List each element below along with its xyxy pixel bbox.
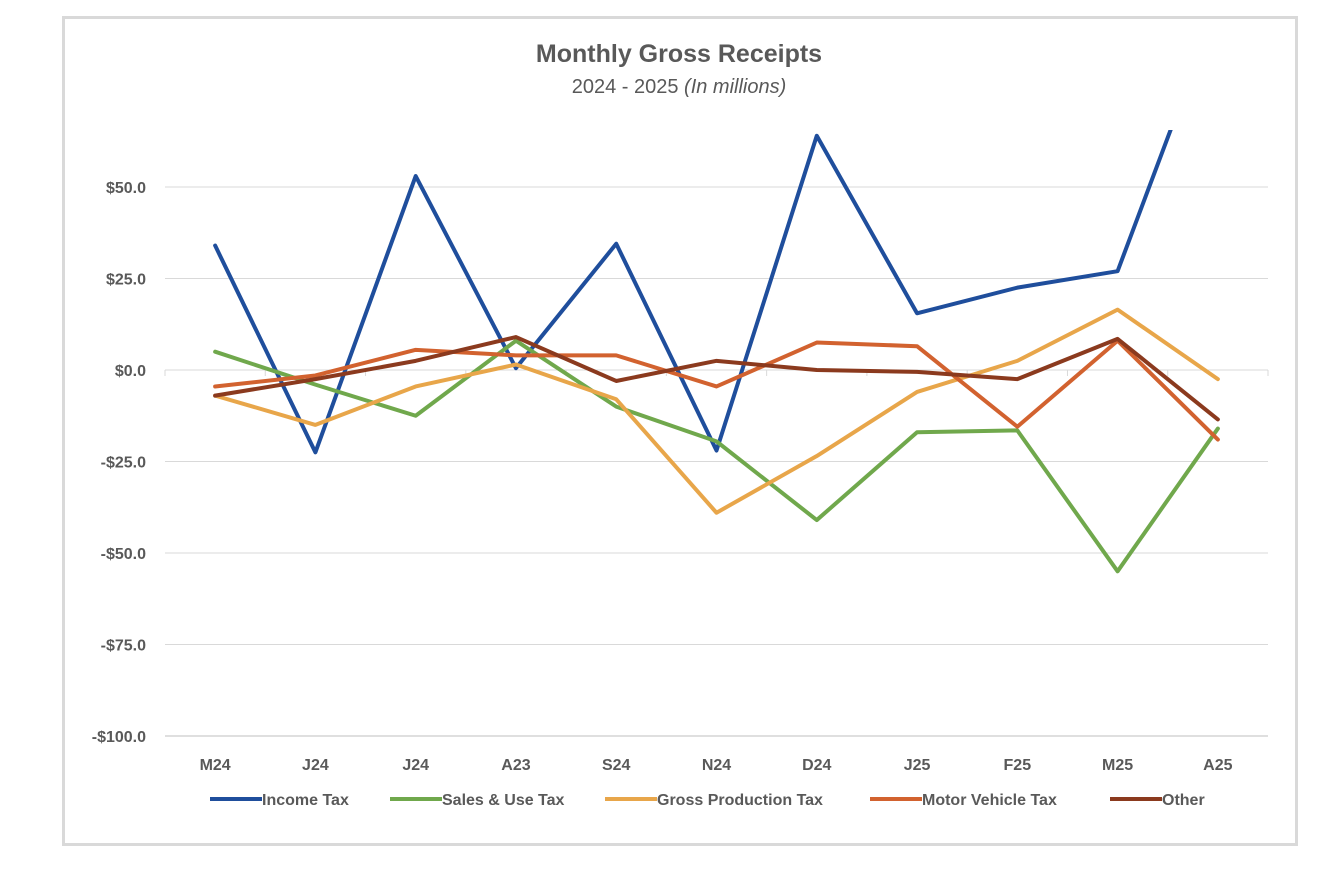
chart-subtitle-units: (In millions) [684,76,787,98]
legend-item: Income Tax [210,792,349,809]
x-tick-label: S24 [602,757,631,774]
y-tick-label: -$25.0 [101,455,146,472]
x-tick-label: A23 [501,757,530,774]
legend-label: Other [1162,792,1205,809]
series-line-income-tax [213,130,1173,455]
series-line-other [213,335,1220,422]
x-tick-label: J25 [904,757,931,774]
legend-label: Sales & Use Tax [442,792,565,809]
legend-label: Income Tax [262,792,349,809]
y-tick-label: $0.0 [115,363,146,380]
x-tick-label: F25 [1004,757,1032,774]
x-tick-label: J24 [402,757,429,774]
x-tick-label: A25 [1203,757,1232,774]
x-tick-label: D24 [802,757,831,774]
chart-subtitle-years: 2024 - 2025 [571,76,679,98]
legend-item: Gross Production Tax [605,792,823,809]
legend-label: Motor Vehicle Tax [922,792,1057,809]
x-tick-label: M25 [1102,757,1133,774]
chart-subtitle: 2024 - 2025 (In millions) [0,76,1326,99]
legend-item: Motor Vehicle Tax [870,792,1057,809]
y-tick-label: -$75.0 [101,638,146,655]
series-line-sales-use-tax [213,338,1220,574]
y-tick-label: -$50.0 [101,546,146,563]
series-lines [213,130,1220,574]
x-tick-label: J24 [302,757,329,774]
y-tick-label: -$100.0 [92,729,146,746]
chart-title: Monthly Gross Receipts [535,40,823,68]
legend-item: Other [1110,792,1205,809]
gridlines [164,186,1269,737]
x-tick-label: M24 [200,757,231,774]
x-tick-label: N24 [702,757,731,774]
series-line-gross-production-tax [213,307,1220,515]
y-tick-label: $25.0 [106,272,146,289]
y-axis-tick-labels: $50.0 $25.0 $0.0 -$25.0 -$50.0 -$75.0 -$100.0 [92,180,146,746]
legend-item: Sales & Use Tax [390,792,565,809]
x-axis-tick-labels: M24 J24 J24 A23 S24 N24 D24 J25 F25 M25 A25 [200,757,1233,774]
legend: Income Tax Sales & Use Tax Gross Productio… [210,792,1205,809]
legend-label: Gross Production Tax [657,792,823,809]
chart-frame [62,16,1298,846]
y-tick-label: $50.0 [106,180,146,197]
series-line-motor-vehicle-tax [213,338,1220,442]
